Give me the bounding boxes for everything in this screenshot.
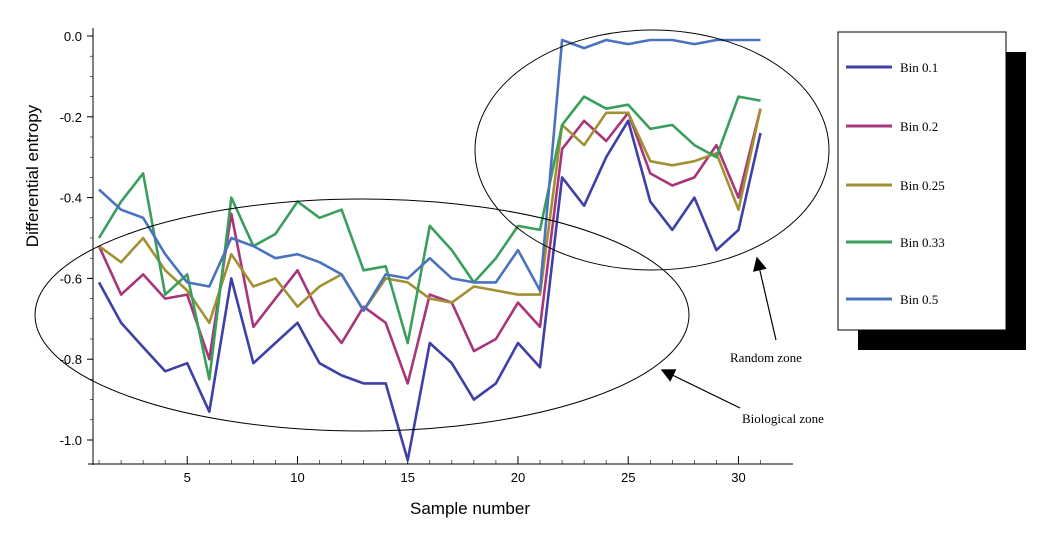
x-tick-label: 30 <box>731 470 745 485</box>
series-line-bin-0-5 <box>98 38 761 313</box>
legend-items: Bin 0.1 Bin 0.2 Bin 0.25 Bin 0.33 Bin 0.5 <box>846 60 945 307</box>
biological-zone-arrow <box>660 369 741 409</box>
legend-label-bin-0-2: Bin 0.2 <box>900 119 938 134</box>
y-tick-label: 0.0 <box>64 29 82 44</box>
x-tick-label: 5 <box>184 470 191 485</box>
x-tick-label: 10 <box>290 470 304 485</box>
legend: Bin 0.1 Bin 0.2 Bin 0.25 Bin 0.33 Bin 0.5 <box>837 31 1026 350</box>
legend-label-bin-0-5: Bin 0.5 <box>900 292 938 307</box>
y-tick-label: -0.2 <box>60 110 82 125</box>
y-tick-label: -1.0 <box>60 433 82 448</box>
legend-box <box>837 31 1007 331</box>
series-line-bin-0-2 <box>97 108 762 385</box>
random-zone-label: Random zone <box>730 350 802 365</box>
x-tick-label: 25 <box>621 470 635 485</box>
x-axis-title: Sample number <box>410 499 530 518</box>
biological-zone-label: Biological zone <box>742 411 824 426</box>
series-layer <box>97 38 762 462</box>
random-zone-arrow <box>753 256 777 341</box>
random-zone-ellipse <box>474 29 830 271</box>
legend-label-bin-0-1: Bin 0.1 <box>900 60 938 75</box>
biological-zone-ellipse <box>34 198 690 432</box>
y-tick-label: -0.8 <box>60 352 82 367</box>
y-tick-label: -0.4 <box>60 191 82 206</box>
y-axis-ticks: 0.0 -0.2 -0.4 -0.6 -0.8 -1.0 <box>60 29 93 448</box>
legend-label-bin-0-33: Bin 0.33 <box>900 235 945 250</box>
series-line-bin-0-25 <box>98 108 762 325</box>
legend-label-bin-0-25: Bin 0.25 <box>900 178 945 193</box>
series-line-bin-0-33 <box>97 95 761 381</box>
x-tick-label: 15 <box>400 470 414 485</box>
y-tick-label: -0.6 <box>60 271 82 286</box>
x-tick-label: 20 <box>511 470 525 485</box>
series-line-bin-0-1 <box>97 119 762 462</box>
y-axis-title: Differential entropy <box>23 104 42 247</box>
x-axis-ticks: 5 10 15 20 25 30 <box>98 456 761 485</box>
